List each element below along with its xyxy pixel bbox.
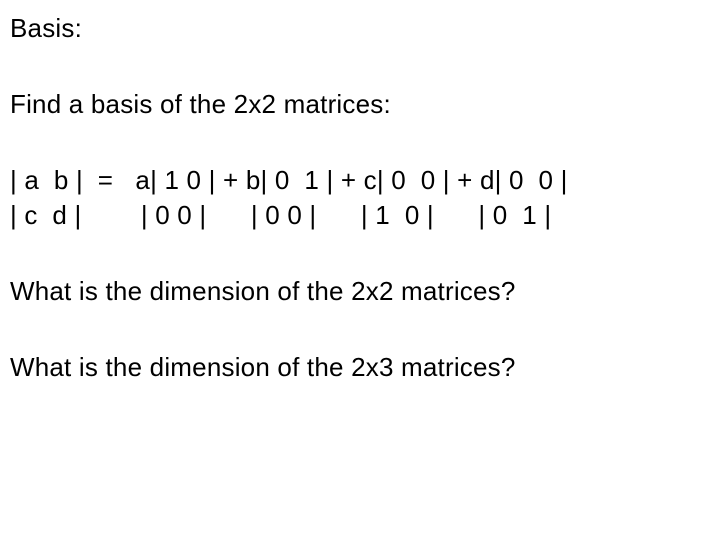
equation-row-1: | a b | = a| 1 0 | + b| 0 1 | + c| 0 0 |…: [10, 164, 710, 198]
page-title: Basis:: [10, 12, 710, 46]
question-2: What is the dimension of the 2x3 matrice…: [10, 351, 710, 385]
equation-block: | a b | = a| 1 0 | + b| 0 1 | + c| 0 0 |…: [10, 164, 710, 234]
question-1: What is the dimension of the 2x2 matrice…: [10, 275, 710, 309]
equation-row-2: | c d | | 0 0 | | 0 0 | | 1 0 | | 0 1 |: [10, 199, 710, 233]
intro-text: Find a basis of the 2x2 matrices:: [10, 88, 710, 122]
